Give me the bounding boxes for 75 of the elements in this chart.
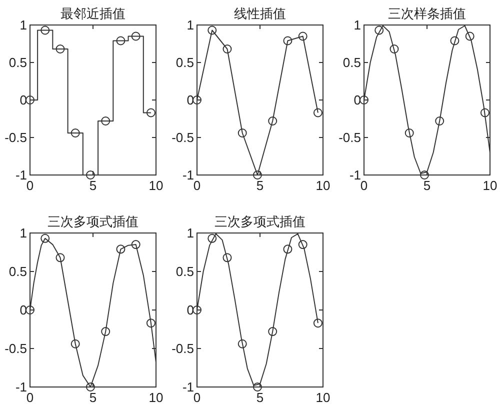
chart-title: 最邻近插值 [60,6,126,21]
y-tick-label: -0.5 [4,341,27,356]
point [131,32,140,41]
point [101,116,110,126]
point [283,36,292,46]
point [450,36,460,46]
point [298,32,308,41]
point [252,170,262,180]
x-tick-label: 10 [482,178,498,193]
x-tick-label: 5 [423,178,431,193]
point [146,108,156,118]
y-tick-label: 1 [20,18,27,32]
chart-title: 三次样条插值 [388,6,466,21]
y-tick-label: 0.5 [176,264,194,279]
point [313,318,322,328]
point [70,128,80,138]
x-tick-label: 5 [89,390,97,405]
point [56,253,65,262]
point [70,339,80,348]
point [86,170,95,180]
point [313,108,322,118]
y-tick-label: -0.5 [172,341,194,356]
point [101,327,110,336]
point [146,318,156,328]
y-tick-label: -0.5 [172,130,194,145]
point [40,26,50,35]
point [420,170,429,180]
y-tick-label: -1 [15,168,27,182]
x-tick-label: 5 [89,178,97,193]
point [298,240,308,250]
y-tick-label: 1 [20,226,27,240]
y-tick-label: -1 [182,380,194,394]
y-tick-label: 1 [186,226,194,240]
x-tick-label: 10 [148,390,164,405]
x-tick-label: 5 [256,390,264,405]
point [252,382,262,392]
y-tick-label: -1 [349,168,361,182]
point [283,244,292,254]
point [222,253,232,262]
point [116,36,126,46]
point [86,382,95,392]
point [131,240,140,250]
point [116,244,126,254]
y-tick-label: 0.5 [8,55,27,70]
point [465,32,474,41]
y-tick-label: 0.5 [8,264,27,279]
point [208,26,217,35]
point [404,128,414,138]
y-tick-label: -1 [15,380,27,394]
point [40,234,50,243]
point [222,44,232,54]
point [238,128,247,138]
chart-title: 三次多项式插值 [214,214,306,229]
chart-title: 线性插值 [234,6,286,21]
y-tick-label: 1 [186,18,194,32]
y-tick-label: -1 [182,168,194,182]
chart-title: 三次多项式插值 [48,214,138,229]
x-tick-label: 10 [316,390,330,405]
y-tick-label: -0.5 [4,130,27,145]
point [268,116,278,126]
point [208,234,217,243]
y-tick-label: -0.5 [338,130,361,145]
y-tick-label: 0.5 [176,55,194,70]
y-tick-label: 1 [354,18,361,32]
x-tick-label: 10 [316,178,330,193]
point [56,44,65,54]
x-tick-label: 10 [148,178,164,193]
point [480,108,490,118]
x-tick-label: 5 [256,178,264,193]
point [268,327,278,336]
point [374,26,384,35]
point [435,116,444,126]
point [390,44,399,54]
y-tick-label: 0.5 [342,55,361,70]
point [238,339,247,348]
